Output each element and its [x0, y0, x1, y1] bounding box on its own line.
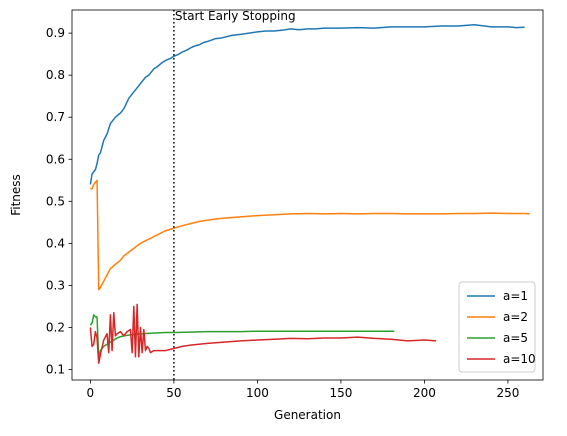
early-stopping-label: Start Early Stopping	[175, 9, 296, 23]
y-tick-label: 0.5	[46, 194, 65, 208]
y-axis-label: Fitness	[9, 174, 23, 216]
legend-label: a=10	[503, 352, 536, 366]
y-tick-label: 0.3	[46, 278, 65, 292]
legend-label: a=2	[503, 310, 528, 324]
legend: a=1 a=2 a=5 a=10	[458, 281, 536, 373]
annotation-group: Start Early Stopping	[173, 9, 296, 380]
y-tick-label: 0.6	[46, 152, 65, 166]
series-line-a2	[90, 179, 530, 291]
x-tick-label: 50	[166, 386, 181, 400]
y-tick-label: 0.2	[46, 320, 65, 334]
x-tick-label: 0	[87, 386, 95, 400]
plot-frame	[71, 9, 544, 381]
y-axis: 0.1 0.2 0.3 0.4 0.5 0.6 0.7 0.8 0.9	[46, 26, 72, 376]
y-tick-label: 0.8	[46, 68, 65, 82]
y-tick-label: 0.4	[46, 236, 65, 250]
series-line-a10	[89, 303, 437, 364]
x-tick-label: 150	[329, 386, 352, 400]
x-tick-label: 200	[413, 386, 436, 400]
series-line-a1	[89, 23, 525, 185]
axes-group: 0 50 100 150 200 250 0.1 0.2 0.3 0.4 0.5 0.6 0.7 0.8…	[9, 9, 544, 422]
x-axis-label: Generation	[274, 408, 341, 422]
legend-label: a=1	[503, 289, 528, 303]
x-axis: 0 50 100 150 200 250	[87, 380, 519, 400]
y-tick-label: 0.1	[46, 362, 65, 376]
y-tick-label: 0.7	[46, 110, 65, 124]
x-tick-label: 100	[246, 386, 269, 400]
series-group	[89, 23, 530, 364]
y-tick-label: 0.9	[46, 26, 65, 40]
legend-label: a=5	[503, 331, 528, 345]
legend-box	[458, 281, 536, 373]
x-tick-label: 250	[496, 386, 519, 400]
